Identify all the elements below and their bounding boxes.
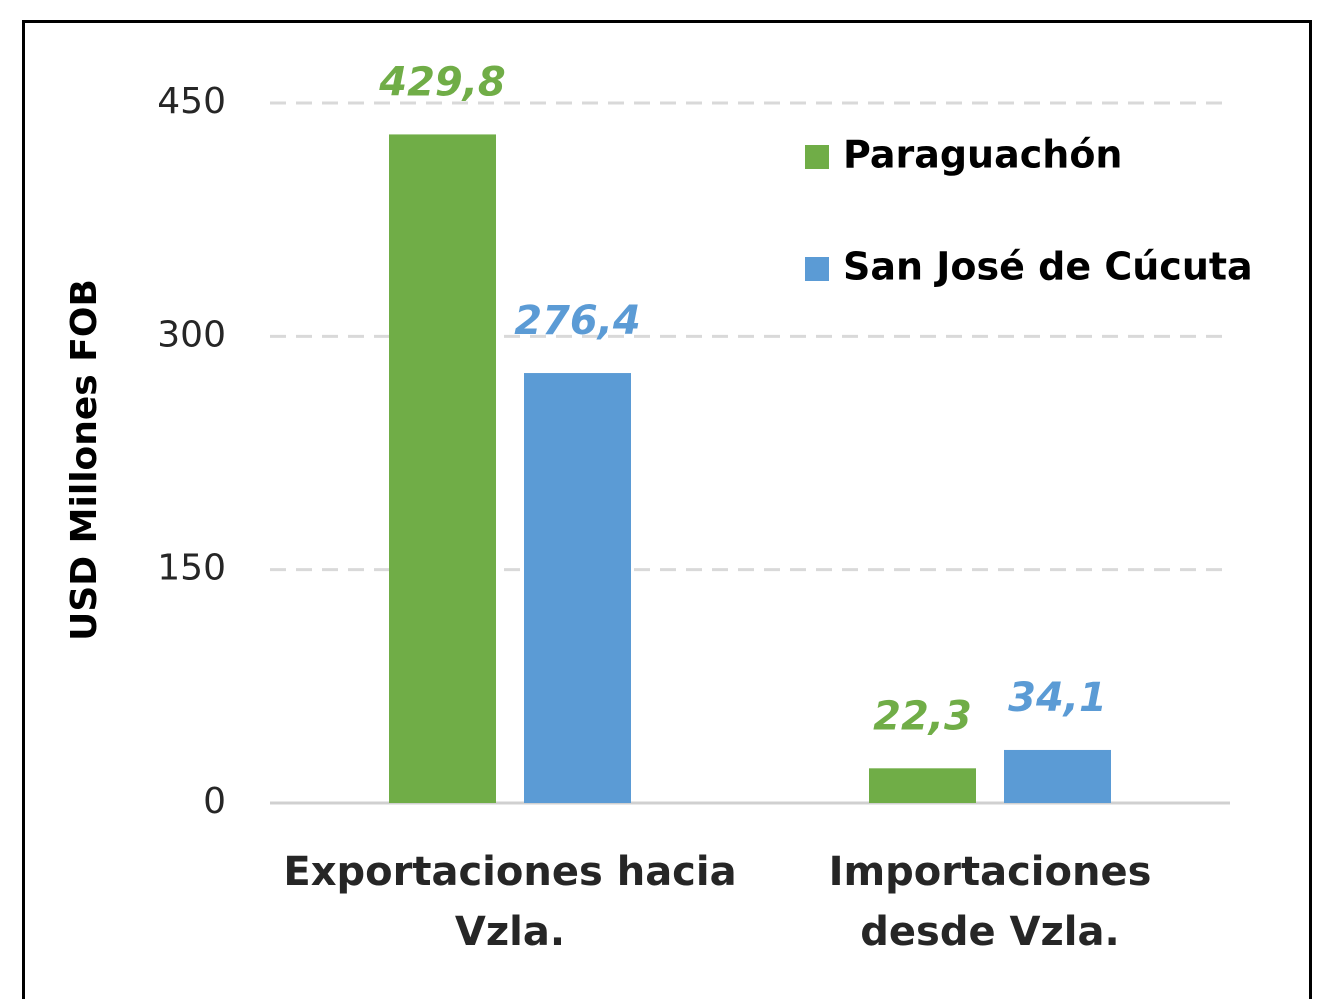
data-label: 276,4 <box>514 298 641 344</box>
data-label: 429,8 <box>378 59 506 105</box>
legend-label: Paraguachón <box>843 133 1123 177</box>
y-axis-label: USD Millones FOB <box>64 279 105 641</box>
x-tick-label: Importaciones desde Vzla. <box>828 849 1152 955</box>
bar <box>524 373 631 803</box>
data-label: 22,3 <box>873 693 972 739</box>
y-tick-label: 300 <box>157 314 226 355</box>
x-tick-label: Exportaciones hacia Vzla. <box>283 849 737 955</box>
bar <box>1004 749 1111 803</box>
y-tick-label: 150 <box>157 548 226 589</box>
legend-label: San José de Cúcuta <box>843 245 1253 289</box>
bar <box>869 768 976 803</box>
y-tick-label: 0 <box>203 781 226 822</box>
data-label: 34,1 <box>1008 675 1107 721</box>
frame <box>22 20 1312 999</box>
y-tick-label: 450 <box>157 81 226 122</box>
legend-swatch <box>805 145 829 169</box>
bar <box>389 134 496 803</box>
legend-swatch <box>805 257 829 281</box>
